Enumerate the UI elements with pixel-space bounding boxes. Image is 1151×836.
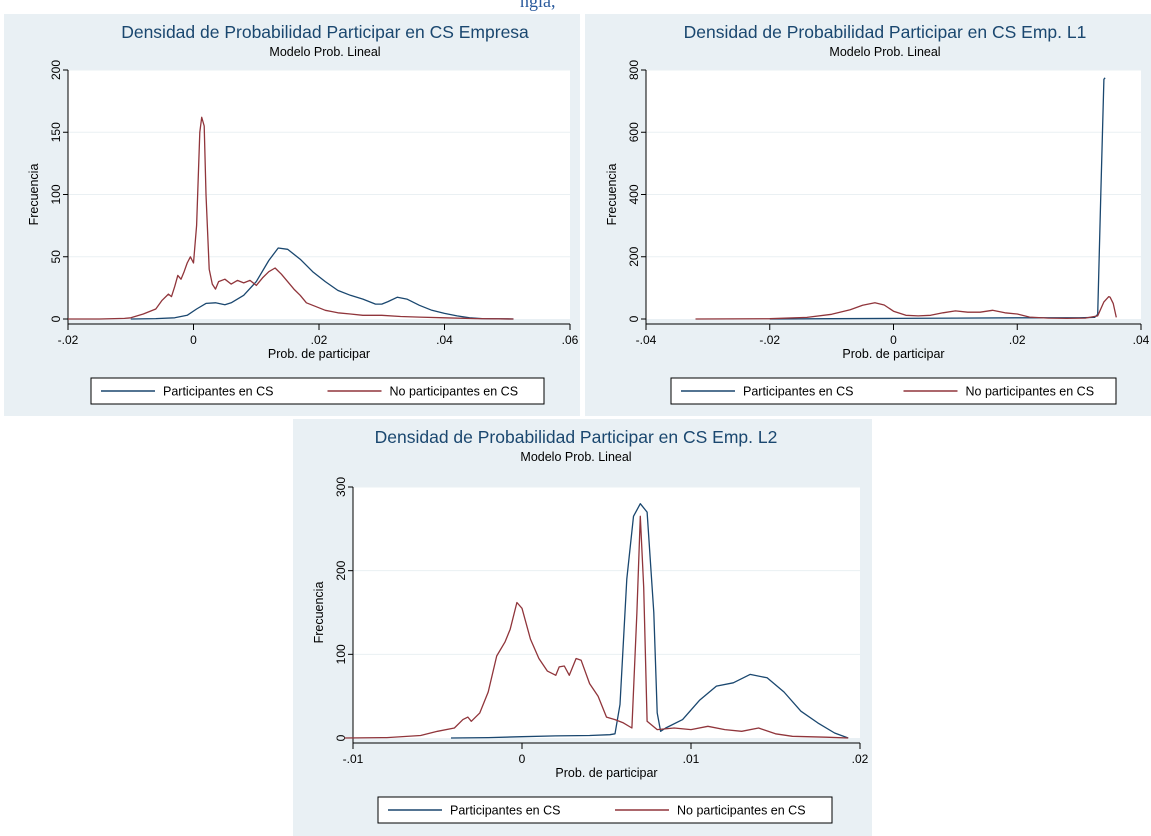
chart-subtitle: Modelo Prob. Lineal: [829, 45, 940, 59]
y-tick-label: 200: [49, 60, 63, 80]
y-tick-label: 100: [334, 644, 348, 664]
chart-title: Densidad de Probabilidad Participar en C…: [375, 427, 778, 447]
x-tick-label: -.04: [636, 333, 657, 347]
x-tick-label: 0: [190, 333, 197, 347]
x-axis-label: Prob. de participar: [842, 347, 944, 361]
y-tick-label: 400: [627, 184, 641, 204]
chart-subtitle: Modelo Prob. Lineal: [269, 45, 380, 59]
y-tick-label: 600: [627, 122, 641, 142]
series-line-no-participantes: [344, 515, 849, 739]
chart-title: Densidad de Probabilidad Participar en C…: [121, 22, 529, 42]
legend-box: [377, 796, 833, 824]
legend-label: No participantes en CS: [677, 804, 806, 818]
y-axis-label: Frecuencia: [605, 164, 619, 226]
chart-panel-emp-l2: Densidad de Probabilidad Participar en C…: [293, 419, 872, 836]
legend-label: Participantes en CS: [450, 804, 560, 818]
x-tick-label: .04: [436, 333, 453, 347]
page-header-fragment: ngla,: [0, 0, 1151, 14]
y-tick-label: 200: [334, 560, 348, 580]
chart-emp-l2: Densidad de Probabilidad Participar en C…: [312, 427, 869, 824]
header-text: ngla,: [520, 0, 556, 11]
y-tick-label: 50: [49, 250, 63, 264]
y-tick-label: 150: [49, 122, 63, 142]
y-tick-label: 0: [334, 734, 348, 741]
legend-label: Participantes en CS: [163, 385, 273, 399]
y-tick-label: 200: [627, 246, 641, 266]
legend-label: No participantes en CS: [390, 385, 519, 399]
x-tick-label: 0: [519, 752, 526, 766]
x-axis-label: Prob. de participar: [268, 347, 370, 361]
plot-area: [353, 487, 860, 738]
legend-box: [90, 377, 545, 405]
legend-label: No participantes en CS: [966, 385, 1095, 399]
x-tick-label: 0: [890, 333, 897, 347]
x-tick-label: -.02: [58, 333, 79, 347]
y-tick-label: 0: [627, 315, 641, 322]
x-tick-label: .01: [683, 752, 700, 766]
chart-subtitle: Modelo Prob. Lineal: [520, 450, 631, 464]
y-tick-label: 300: [334, 477, 348, 497]
x-tick-label: -.02: [759, 333, 780, 347]
chart-empresa: Densidad de Probabilidad Participar en C…: [27, 22, 579, 405]
legend-label: Participantes en CS: [743, 385, 853, 399]
series-line-participantes: [450, 503, 849, 739]
chart-panel-emp-l1: Densidad de Probabilidad Participar en C…: [585, 14, 1151, 416]
series-line-no-participantes: [695, 295, 1117, 320]
series-line-no-participantes: [68, 116, 514, 320]
legend-box: [670, 377, 1117, 405]
x-tick-label: .02: [311, 333, 328, 347]
y-tick-label: 800: [627, 60, 641, 80]
x-tick-label: .06: [562, 333, 579, 347]
chart-title: Densidad de Probabilidad Participar en C…: [684, 22, 1087, 42]
y-axis-label: Frecuencia: [27, 164, 41, 226]
x-tick-label: .04: [1133, 333, 1150, 347]
x-tick-label: -.01: [343, 752, 364, 766]
y-tick-label: 0: [49, 315, 63, 322]
series-line-participantes: [130, 247, 514, 320]
x-axis-label: Prob. de participar: [555, 766, 657, 780]
chart-panel-empresa: Densidad de Probabilidad Participar en C…: [4, 14, 580, 416]
y-tick-label: 100: [49, 184, 63, 204]
x-tick-label: .02: [852, 752, 869, 766]
chart-emp-l1: Densidad de Probabilidad Participar en C…: [605, 22, 1150, 405]
y-axis-label: Frecuencia: [312, 582, 326, 644]
x-tick-label: .02: [1009, 333, 1026, 347]
